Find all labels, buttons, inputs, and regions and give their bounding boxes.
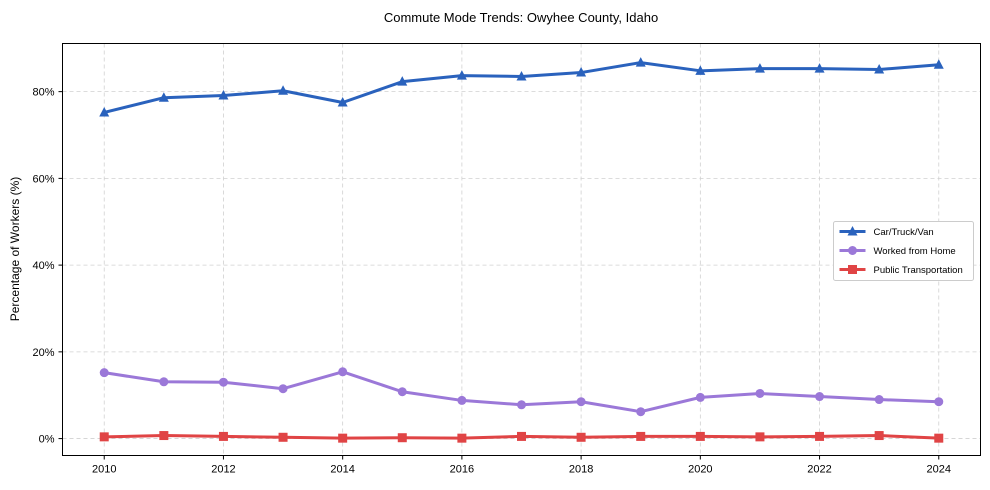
series-worked-from-home (99, 367, 944, 417)
data-point (874, 64, 885, 74)
data-point (576, 397, 586, 407)
data-point (874, 395, 884, 405)
data-point (456, 70, 467, 80)
data-point (636, 407, 646, 417)
data-point (338, 433, 348, 443)
data-point (397, 433, 407, 443)
data-point (517, 431, 526, 441)
y-tick-label: 60% (32, 173, 54, 185)
legend-label: Car/Truck/Van (874, 227, 934, 238)
data-point (695, 65, 706, 75)
data-point (636, 431, 646, 441)
data-point (158, 92, 169, 102)
legend-label: Worked from Home (874, 246, 956, 257)
data-point (99, 432, 109, 442)
y-tick-label: 0% (39, 434, 55, 446)
data-point (934, 433, 944, 443)
data-point (159, 377, 169, 387)
data-point (754, 63, 765, 73)
data-point (397, 76, 408, 86)
x-tick-label: 2020 (688, 464, 712, 476)
legend-box (833, 221, 974, 281)
x-tick-label: 2024 (927, 464, 951, 476)
data-point (218, 90, 229, 100)
y-tick-label: 40% (32, 260, 54, 272)
y-axis-label: Percentage of Workers (%) (8, 177, 22, 322)
data-point (695, 392, 705, 402)
data-point (99, 368, 109, 378)
data-point (815, 392, 825, 402)
data-point (99, 106, 110, 117)
data-point (874, 431, 884, 441)
chart-title: Commute Mode Trends: Owyhee County, Idah… (384, 10, 658, 25)
y-tick-label: 20% (32, 347, 54, 359)
data-point (934, 397, 944, 407)
data-point (516, 70, 527, 81)
data-point (397, 387, 407, 397)
data-point (278, 432, 288, 442)
data-point (218, 377, 228, 387)
data-point (278, 384, 288, 394)
data-point (815, 431, 825, 441)
x-tick-label: 2014 (330, 464, 354, 476)
data-point (933, 59, 944, 69)
x-tick-label: 2016 (450, 464, 474, 476)
data-point (457, 395, 467, 405)
data-point (338, 367, 348, 377)
data-point (635, 57, 646, 67)
legend-label: Public Transportation (874, 265, 963, 276)
data-point (517, 400, 526, 410)
data-point (159, 431, 169, 441)
plot-frame (62, 43, 981, 456)
data-point (695, 431, 705, 441)
data-point (576, 67, 587, 77)
x-tick-label: 2022 (807, 464, 831, 476)
legend-marker (848, 246, 857, 255)
legend-marker (847, 226, 858, 236)
series-line (103, 61, 939, 114)
data-point (755, 388, 765, 398)
x-tick-label: 2010 (92, 464, 116, 476)
x-tick-label: 2012 (211, 464, 235, 476)
data-point (278, 85, 289, 95)
data-point (814, 63, 825, 73)
data-point (755, 432, 765, 442)
legend-marker (848, 265, 857, 274)
data-point (337, 96, 348, 107)
series-public-transportation (99, 431, 944, 443)
x-tick-label: 2018 (569, 464, 593, 476)
data-point (576, 432, 586, 442)
series-car-truck-van (99, 57, 944, 117)
y-tick-label: 80% (32, 87, 54, 99)
data-point (457, 433, 467, 443)
data-point (218, 431, 228, 441)
